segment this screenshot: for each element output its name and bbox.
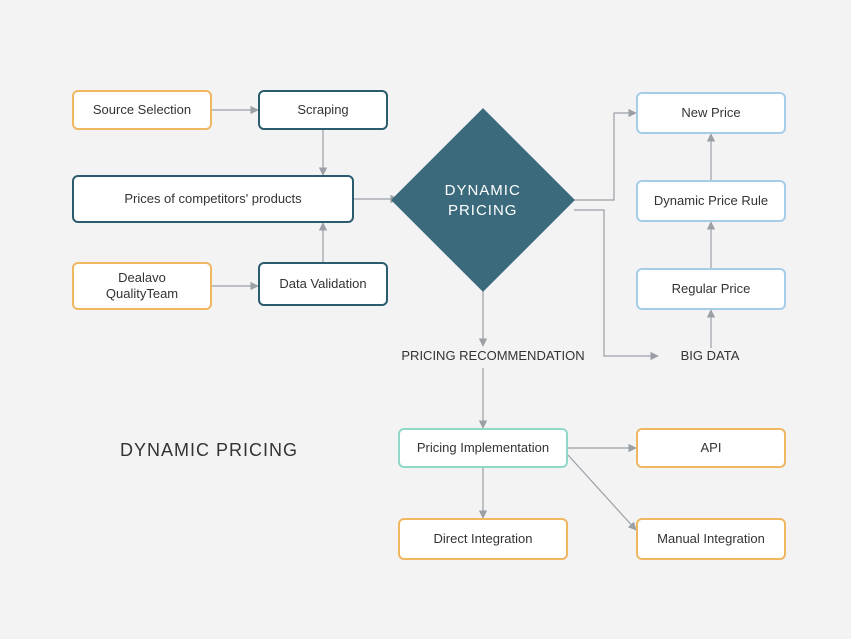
node-label: Direct Integration — [434, 531, 533, 547]
node-dealavo: DealavoQualityTeam — [72, 262, 212, 310]
node-new-price: New Price — [636, 92, 786, 134]
label-big-data: BIG DATA — [660, 348, 760, 363]
flowchart-canvas: Source Selection Scraping Prices of comp… — [0, 0, 851, 639]
node-label: DealavoQualityTeam — [106, 270, 178, 303]
node-label: Scraping — [297, 102, 348, 118]
node-label: API — [701, 440, 722, 456]
node-competitors: Prices of competitors' products — [72, 175, 354, 223]
node-label: Manual Integration — [657, 531, 765, 547]
node-regular-price: Regular Price — [636, 268, 786, 310]
node-label: Regular Price — [672, 281, 751, 297]
heading-dynamic-pricing: DYNAMIC PRICING — [120, 440, 298, 461]
node-dynamic-rule: Dynamic Price Rule — [636, 180, 786, 222]
node-label: New Price — [681, 105, 740, 121]
node-pricing-impl: Pricing Implementation — [398, 428, 568, 468]
node-label: Pricing Implementation — [417, 440, 549, 456]
node-label: Source Selection — [93, 102, 191, 118]
node-data-validation: Data Validation — [258, 262, 388, 306]
node-manual-integration: Manual Integration — [636, 518, 786, 560]
node-api: API — [636, 428, 786, 468]
node-dynamic-pricing-diamond: DYNAMICPRICING — [391, 108, 575, 292]
node-source-selection: Source Selection — [72, 90, 212, 130]
node-scraping: Scraping — [258, 90, 388, 130]
label-pricing-recommendation: PRICING RECOMMENDATION — [398, 348, 588, 363]
node-label: Prices of competitors' products — [124, 191, 301, 207]
diamond-label: DYNAMICPRICING — [445, 180, 521, 219]
node-label: Data Validation — [279, 276, 366, 292]
node-direct-integration: Direct Integration — [398, 518, 568, 560]
node-label: Dynamic Price Rule — [654, 193, 768, 209]
